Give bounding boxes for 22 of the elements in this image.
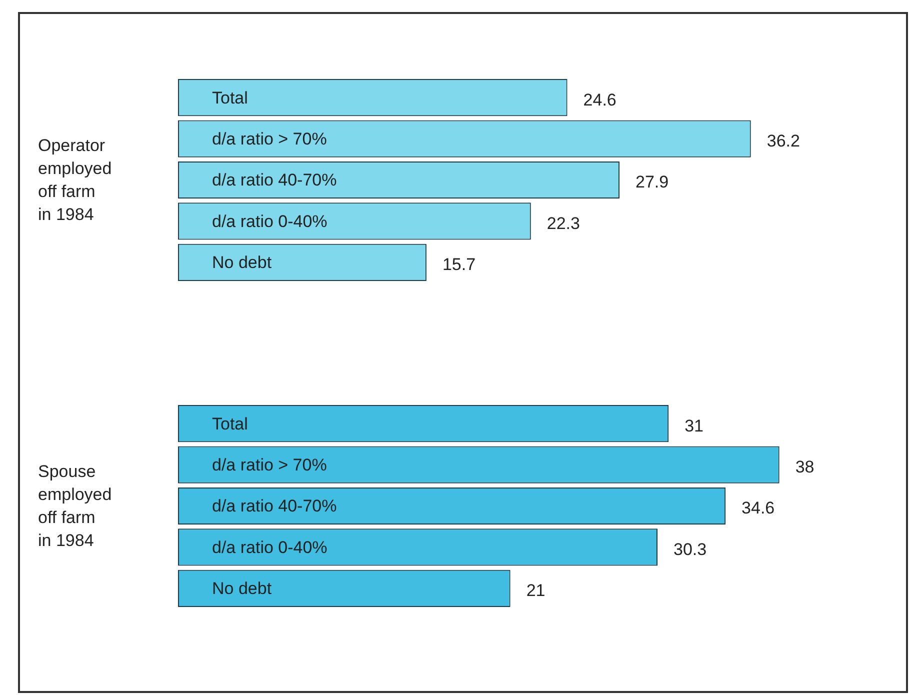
data-label: 38	[795, 457, 814, 476]
y-tick-label: d/a ratio > 70%	[212, 129, 327, 148]
y-tick-label: d/a ratio > 70%	[212, 455, 327, 474]
data-label: 22.3	[546, 214, 580, 233]
data-label: 24.6	[583, 90, 616, 110]
data-label: 31	[684, 416, 704, 436]
y-tick-label: No debt	[212, 579, 272, 598]
y-tick-label: Total	[212, 88, 248, 108]
y-axis-title: Spouse employed off farm in 1984	[38, 461, 113, 552]
y-tick-label: Total	[212, 414, 248, 434]
data-label: 30.3	[673, 540, 707, 559]
y-tick-label: No debt	[212, 253, 272, 272]
data-label: 34.6	[742, 498, 775, 518]
y-axis-title: Operator employed off farm in 1984	[38, 135, 113, 226]
y-tick-label: d/a ratio 0-40%	[212, 212, 328, 231]
data-label: 27.9	[636, 172, 669, 192]
y-tick-label: d/a ratio 40-70%	[212, 496, 337, 516]
data-label: 15.7	[442, 255, 476, 274]
data-label: 21	[526, 581, 546, 600]
y-tick-label: d/a ratio 40-70%	[212, 170, 337, 190]
y-tick-label: d/a ratio 0-40%	[212, 538, 328, 557]
data-label: 36.2	[766, 131, 800, 150]
